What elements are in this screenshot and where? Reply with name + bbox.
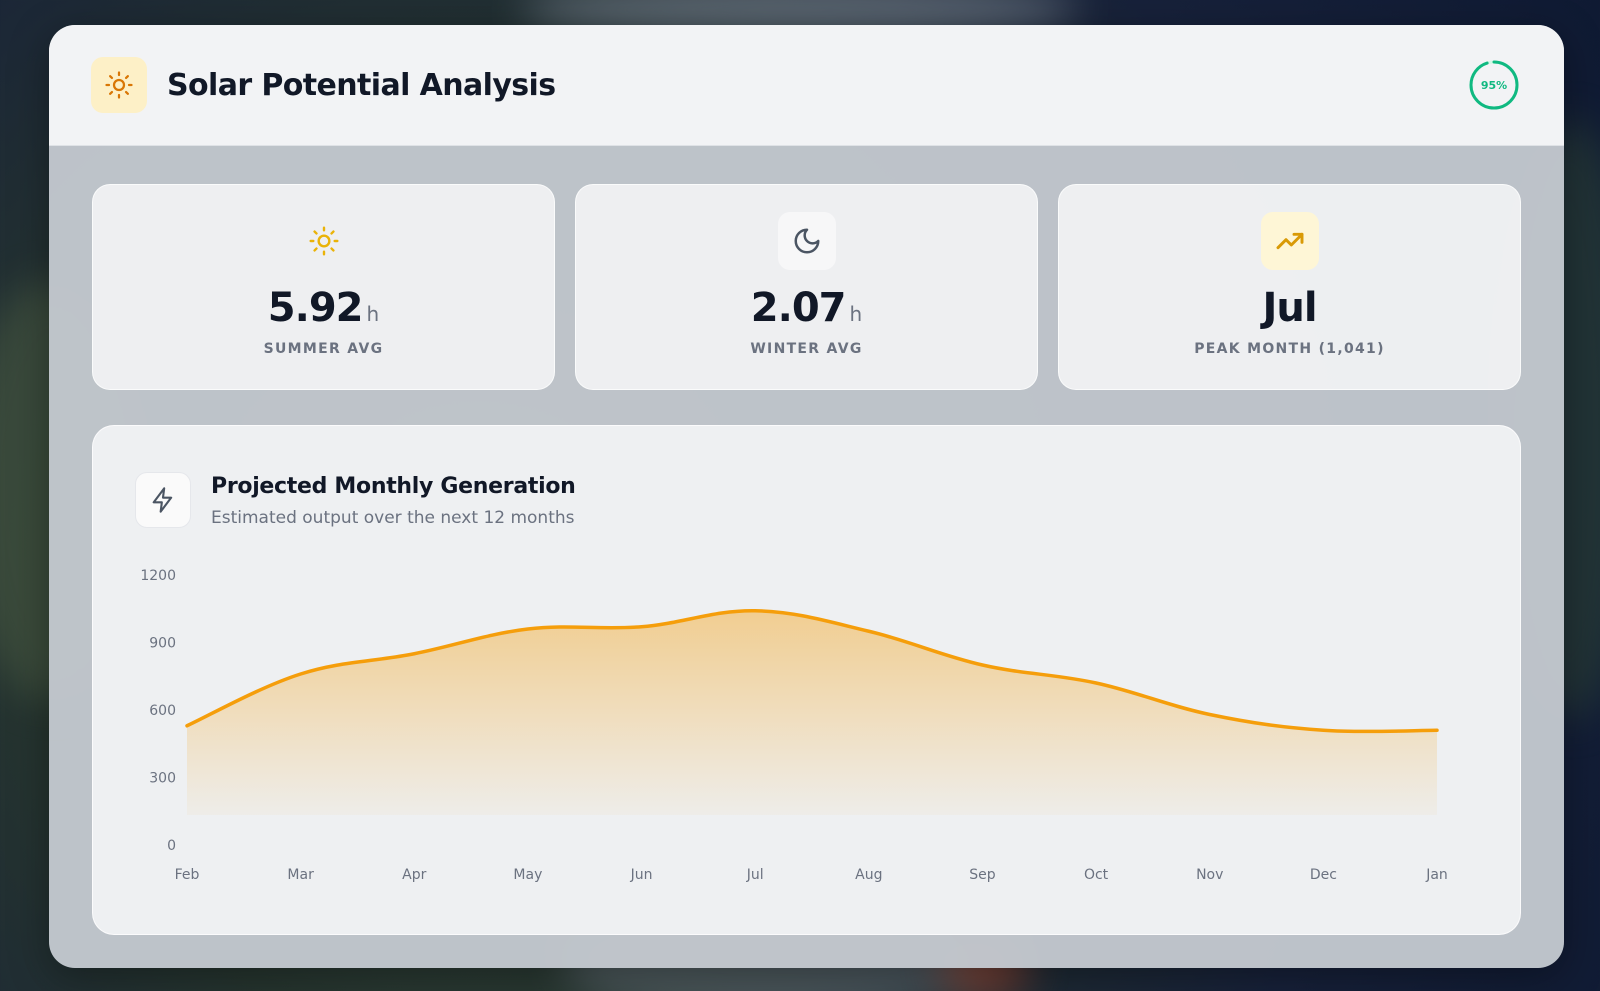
data-point-oct[interactable] bbox=[1093, 680, 1099, 686]
data-point-aug[interactable] bbox=[866, 628, 872, 634]
data-point-feb[interactable] bbox=[184, 723, 190, 729]
generation-chart-panel: Projected Monthly Generation Estimated o… bbox=[92, 425, 1521, 935]
x-tick-label: Oct bbox=[1084, 867, 1109, 883]
y-tick-label: 600 bbox=[149, 703, 176, 719]
y-tick-label: 0 bbox=[167, 838, 176, 854]
score-ring-progress bbox=[1469, 60, 1519, 110]
generation-area-fill bbox=[187, 610, 1437, 815]
sun-icon bbox=[91, 57, 147, 113]
x-tick-label: Nov bbox=[1196, 867, 1223, 883]
x-tick-label: Jul bbox=[746, 867, 764, 883]
score-label: 95% bbox=[1480, 78, 1508, 92]
moon-icon bbox=[777, 212, 836, 270]
x-tick-label: Dec bbox=[1310, 867, 1337, 883]
y-tick-label: 300 bbox=[149, 771, 176, 787]
peak-month-label: PEAK MONTH (1,041) bbox=[1194, 341, 1385, 357]
x-tick-label: Mar bbox=[287, 867, 314, 883]
x-tick-label: Jun bbox=[630, 867, 653, 883]
x-tick-label: Jan bbox=[1425, 867, 1448, 883]
card-header: Solar Potential Analysis 95% bbox=[49, 25, 1564, 146]
data-point-jun[interactable] bbox=[639, 624, 645, 630]
data-point-may[interactable] bbox=[525, 626, 531, 632]
winter-avg-card: 2.07 h WINTER AVG bbox=[575, 184, 1038, 390]
summer-avg-unit: h bbox=[366, 302, 380, 326]
data-point-sep[interactable] bbox=[979, 662, 985, 668]
sun-icon bbox=[295, 212, 353, 270]
peak-month-card: Jul PEAK MONTH (1,041) bbox=[1058, 184, 1521, 390]
lightning-icon bbox=[135, 472, 191, 528]
x-tick-label: Aug bbox=[855, 867, 882, 883]
generation-area-chart: 0 300 600 900 1200 Feb Mar Apr May Jun Jul Aug Sep Oc… bbox=[140, 568, 1448, 883]
winter-avg-value: 2.07 h bbox=[750, 285, 863, 331]
y-tick-label: 1200 bbox=[140, 568, 176, 584]
summer-avg-card: 5.92 h SUMMER AVG bbox=[92, 184, 555, 390]
chart-title: Projected Monthly Generation bbox=[211, 474, 576, 499]
chart-subtitle: Estimated output over the next 12 months bbox=[211, 508, 575, 528]
generation-line bbox=[185, 609, 1439, 734]
summer-avg-value: 5.92 h bbox=[267, 285, 380, 331]
solar-analysis-card: Solar Potential Analysis 95% 5.92 h SUMME… bbox=[49, 25, 1564, 968]
peak-month-value: Jul bbox=[1262, 285, 1317, 331]
x-tick-label: Sep bbox=[969, 867, 996, 883]
x-tick-label: Feb bbox=[175, 867, 200, 883]
trending-up-icon bbox=[1260, 212, 1319, 270]
y-tick-label: 900 bbox=[149, 636, 176, 652]
x-tick-label: May bbox=[513, 867, 542, 883]
page-title: Solar Potential Analysis bbox=[167, 67, 556, 103]
data-point-jan[interactable] bbox=[1434, 727, 1440, 733]
winter-avg-unit: h bbox=[849, 302, 863, 326]
x-tick-label: Apr bbox=[402, 867, 426, 883]
winter-avg-label: WINTER AVG bbox=[750, 341, 863, 357]
data-point-dec[interactable] bbox=[1320, 727, 1326, 733]
data-point-jul[interactable] bbox=[752, 608, 758, 614]
data-point-apr[interactable] bbox=[411, 651, 417, 657]
data-point-nov[interactable] bbox=[1207, 712, 1213, 718]
summer-avg-label: SUMMER AVG bbox=[263, 341, 384, 357]
data-point-mar[interactable] bbox=[298, 671, 304, 677]
score-ring: 95% bbox=[1468, 59, 1520, 111]
